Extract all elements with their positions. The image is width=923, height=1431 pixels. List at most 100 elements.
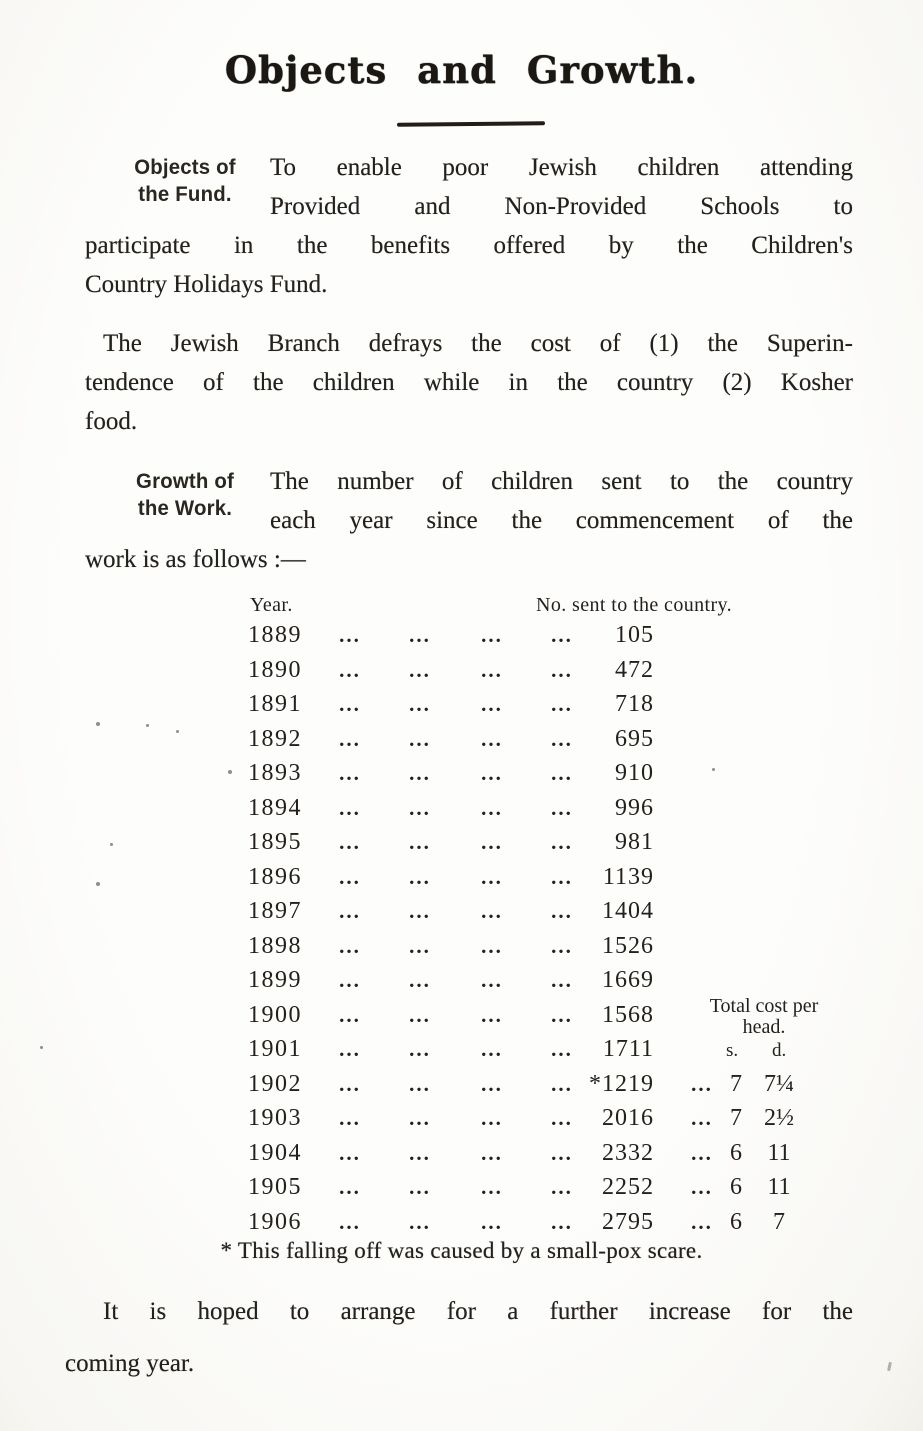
page-title: Objects and Growth. [224,48,699,92]
year-cell: 1905 [248,1174,302,1200]
scan-speck [887,1361,892,1372]
dot-leader: ... [481,657,503,682]
side-heading-line: the Fund. [138,183,232,206]
dot-leader: ... [409,623,431,647]
dot-leader: ... [551,830,573,854]
sent-cell: 1404 [602,898,654,924]
sent-cell: 1526 [602,932,654,959]
dot-leader: ... [409,795,431,820]
table-row: 1902............ *1219... 7 7¼ [248,1067,888,1102]
cost-pence-cell: 2½ [764,1105,794,1131]
dot-leader: ... [481,1140,503,1165]
growth-paragraph: Growth of the Work. The number of childr… [85,462,853,579]
side-heading-line: the Work. [137,497,233,520]
closing-paragraph: It is hoped to arrange for a further inc… [65,1286,853,1390]
cost-shillings-cell: 7 [730,1105,742,1131]
table-row: 1904............ 2332... 6 11 [248,1136,888,1171]
dot-leader: ... [481,1209,503,1234]
side-heading-line: Growth of [136,470,234,493]
shillings-unit-label: s. [726,1040,739,1061]
dot-leader: ... [339,1037,361,1061]
dot-leader: ... [551,795,573,820]
scan-speck [146,724,149,727]
dot-leader: ... [409,933,431,958]
dot-leader: ... [481,899,503,923]
dot-leader: ... [691,1209,713,1234]
table-row: 1890............ 472 [248,653,888,688]
dot-leader: ... [551,1106,573,1130]
dot-leader: ... [409,864,431,889]
smallpox-footnote: * This falling off was caused by a small… [220,1238,703,1263]
dot-leader: ... [339,1209,361,1234]
table-row: 1898............ 1526 [248,929,888,964]
table-row: 1901............ 1711 [248,1032,888,1067]
sent-cell: 1669 [602,967,654,993]
cost-pence-cell: 11 [767,1174,791,1200]
body-line: participate in the benefits offered by t… [85,232,853,259]
side-heading-line: Objects of [134,156,236,179]
sent-cell: 1139 [602,863,654,890]
dot-leader: ... [551,761,573,785]
dot-leader: ... [551,1209,573,1234]
year-cell: 1894 [248,794,302,821]
growth-side-heading: Growth of the Work. [111,468,258,522]
scan-speck [96,722,100,726]
dot-leader: ... [339,933,361,958]
year-cell: 1896 [248,863,302,890]
year-cell: 1902 [248,1070,302,1097]
sent-cell: 2016 [602,1105,654,1131]
scan-speck [40,1046,43,1049]
dot-leader: ... [551,864,573,889]
dot-leader: ... [409,657,431,682]
body-line: work is as follows :— [85,546,306,573]
body-line: Provided and Non-Provided Schools to [270,193,853,220]
dot-leader: ... [481,968,503,992]
body-line: food. [85,408,138,435]
cost-pence-cell: 11 [767,1139,791,1166]
dot-leader: ... [481,761,503,785]
dot-leader: ... [481,623,503,647]
dot-leader: ... [481,864,503,889]
cost-per-head-header: Total cost per head. s. d. [688,996,840,1062]
sent-cell: 695 [615,725,654,752]
dot-leader: ... [409,830,431,854]
pence-unit-label: d. [772,1040,787,1061]
title-divider-rule [396,121,546,127]
dot-leader: ... [481,830,503,854]
scan-speck [176,730,179,733]
table-row: 1893............ 910 [248,756,888,791]
dot-leader: ... [481,933,503,958]
dot-leader: ... [409,1071,431,1096]
cost-shillings-cell: 6 [730,1174,742,1200]
dot-leader: ... [551,726,573,751]
dot-leader: ... [339,899,361,923]
objects-paragraph: Objects of the Fund. To enable poor Jewi… [85,148,853,304]
dot-leader: ... [481,795,503,820]
table-row: 1903............ 2016... 7 2½ [248,1101,888,1136]
body-line: It is hoped to arrange for a further inc… [103,1298,853,1325]
dot-leader: ... [481,1071,503,1096]
dot-leader: ... [551,968,573,992]
dot-leader: ... [551,1175,573,1199]
year-cell: 1899 [248,967,302,993]
dot-leader: ... [409,1002,431,1027]
objects-side-heading: Objects of the Fund. [111,154,258,208]
growth-table-header: Year. No. sent to the country. [248,594,888,622]
year-cell: 1898 [248,932,302,959]
dot-leader: ... [339,726,361,751]
dot-leader: ... [339,1002,361,1027]
dot-leader: ... [551,692,573,716]
year-cell: 1900 [248,1001,302,1028]
year-column-header: Year. [250,594,293,616]
body-line: Country Holidays Fund. [85,271,328,298]
table-row: 1906............ 2795... 6 7 [248,1205,888,1240]
table-row: 1905............ 2252... 6 11 [248,1170,888,1205]
dot-leader: ... [481,1002,503,1027]
dot-leader: ... [409,726,431,751]
cost-pence-cell: 7¼ [764,1070,794,1097]
table-row: 1891............ 718 [248,687,888,722]
body-line: tendence of the children while in the co… [85,369,853,396]
body-line: each year since the commencement of the [270,507,853,534]
cost-shillings-cell: 7 [730,1070,742,1097]
